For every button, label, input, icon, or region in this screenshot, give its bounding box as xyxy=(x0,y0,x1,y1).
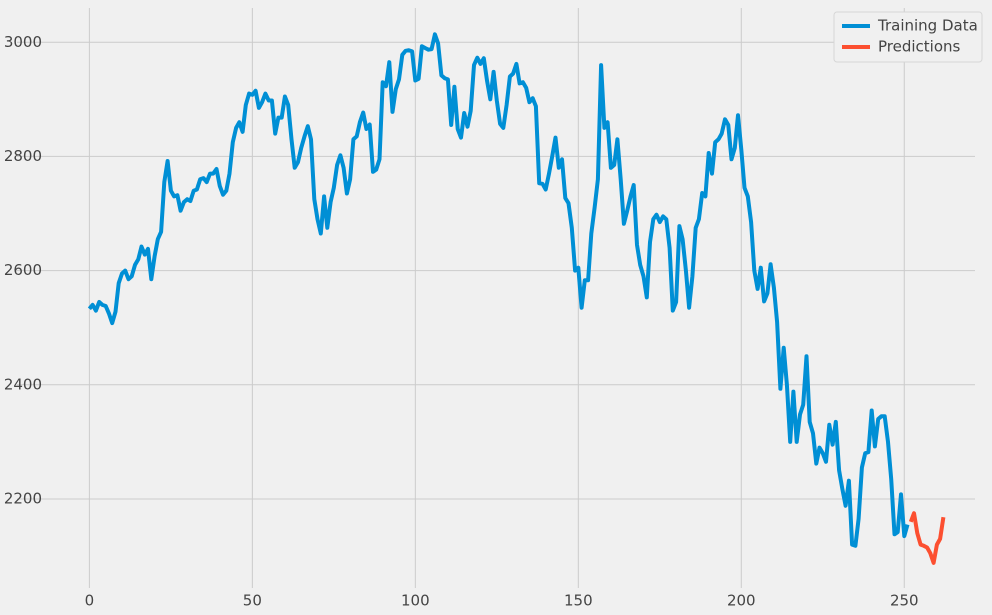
x-tick-label: 200 xyxy=(727,592,756,610)
legend-label: Training Data xyxy=(877,17,978,35)
legend: Training Data Predictions xyxy=(833,11,983,63)
y-tick-label: 2600 xyxy=(4,261,42,279)
y-tick-label: 2800 xyxy=(4,147,42,165)
legend-box xyxy=(833,11,983,63)
x-tick-label: 0 xyxy=(85,592,95,610)
x-tick-label: 150 xyxy=(564,592,593,610)
y-tick-label: 2200 xyxy=(4,489,42,507)
data-line xyxy=(908,511,946,565)
x-tick-label: 100 xyxy=(401,592,430,610)
x-tick-label: 250 xyxy=(890,592,919,610)
x-tick-label: 50 xyxy=(243,592,262,610)
legend-label: Predictions xyxy=(878,38,961,56)
y-tick-label: 2400 xyxy=(4,375,42,393)
data-line xyxy=(87,32,910,548)
y-tick-label: 3000 xyxy=(4,33,42,51)
